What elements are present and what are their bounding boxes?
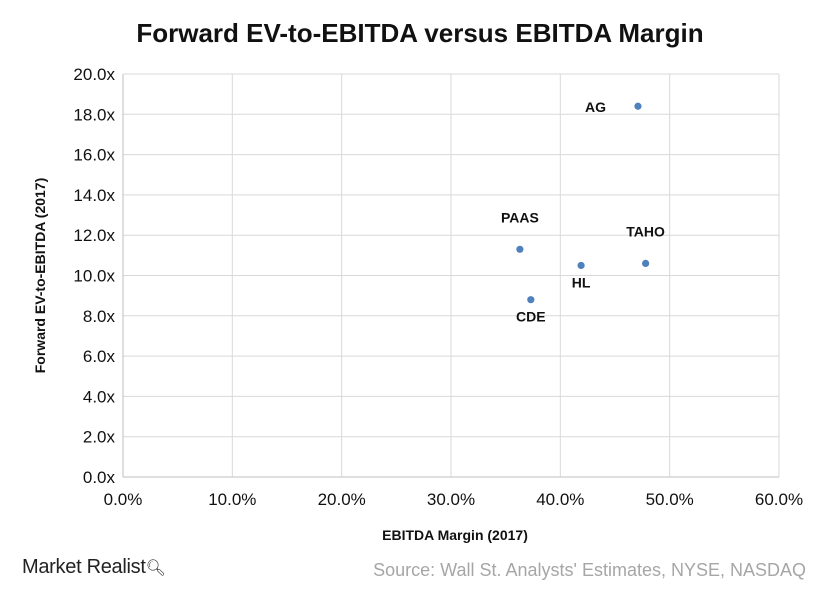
y-tick-label: 8.0x (83, 307, 116, 326)
y-tick-label: 0.0x (83, 468, 116, 487)
source-note: Source: Wall St. Analysts' Estimates, NY… (373, 560, 806, 580)
x-tick-label: 30.0% (427, 490, 475, 509)
y-tick-label: 16.0x (73, 146, 115, 165)
x-tick-label: 10.0% (208, 490, 256, 509)
point-label-hl: HL (572, 274, 591, 290)
point-label-paas: PAAS (501, 209, 539, 225)
x-tick-label: 60.0% (755, 490, 803, 509)
data-point-paas (516, 245, 524, 253)
x-tick-label: 50.0% (646, 490, 694, 509)
x-axis-title: EBITDA Margin (2017) (382, 527, 528, 543)
point-label-taho: TAHO (626, 223, 665, 239)
y-tick-label: 18.0x (73, 105, 115, 124)
brand-name: Market Realist (22, 556, 146, 578)
y-tick-label: 14.0x (73, 186, 115, 205)
y-tick-label: 6.0x (83, 347, 116, 366)
x-tick-label: 20.0% (318, 490, 366, 509)
data-point-hl (577, 261, 585, 270)
point-label-cde: CDE (516, 309, 546, 325)
data-point-ag (634, 102, 642, 110)
x-tick-label: 0.0% (104, 490, 143, 509)
y-axis-title: Forward EV-to-EBITDA (2017) (32, 178, 48, 374)
brand-logo: Market Realist🔍︎ (22, 556, 166, 579)
y-tick-label: 12.0x (73, 226, 115, 245)
data-point-taho (642, 259, 650, 268)
data-point-cde (527, 296, 535, 304)
y-tick-label: 2.0x (83, 428, 116, 447)
y-tick-label: 4.0x (83, 387, 116, 406)
y-tick-label: 10.0x (73, 267, 115, 286)
x-tick-label: 40.0% (536, 490, 584, 509)
point-label-ag: AG (585, 99, 606, 115)
magnifier-icon: 🔍︎ (145, 560, 166, 577)
y-tick-label: 20.0x (73, 65, 115, 84)
chart-title: Forward EV-to-EBITDA versus EBITDA Margi… (136, 18, 704, 48)
